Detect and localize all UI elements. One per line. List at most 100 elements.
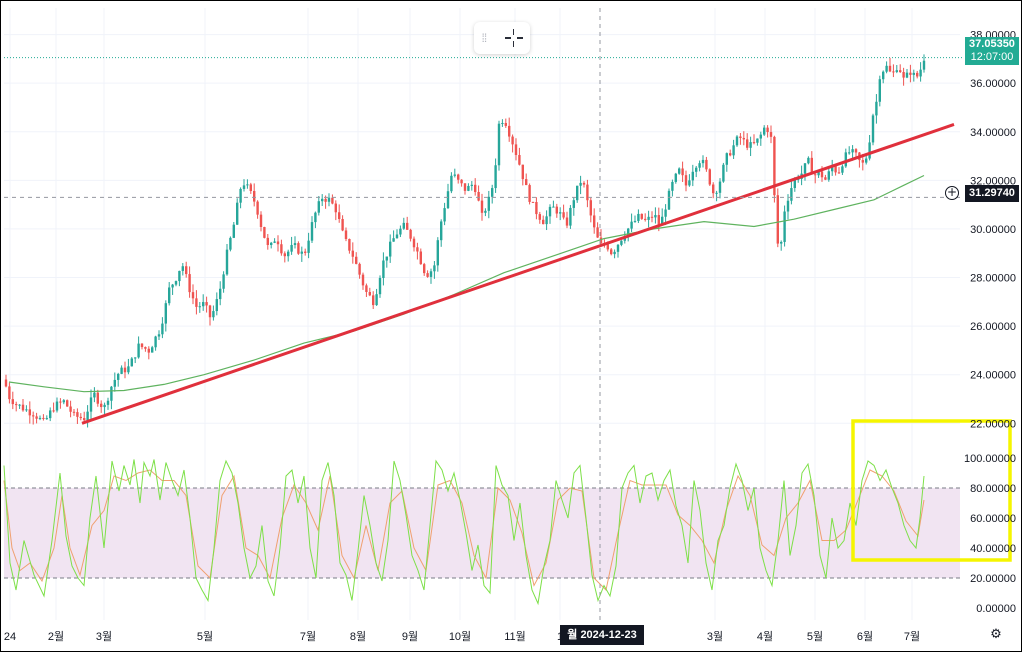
candle-body: [875, 101, 878, 116]
candle-body: [803, 163, 807, 174]
candle-body: [582, 182, 586, 185]
time-tick-label: 6월: [857, 630, 873, 643]
candle-body: [62, 400, 65, 403]
candle-body: [106, 400, 110, 405]
candle-body: [480, 200, 484, 213]
candle-body: [225, 249, 229, 275]
candle-body: [759, 134, 762, 139]
candle-body: [627, 228, 630, 237]
candle-body: [338, 212, 341, 219]
candle-body: [769, 132, 773, 137]
stochastic-tick-label: 100.00000: [964, 453, 1016, 465]
floating-toolbar[interactable]: ⁞⁞: [474, 22, 530, 54]
last-price-value: 37.05350: [969, 38, 1015, 50]
candle-body: [327, 197, 331, 202]
stochastic-d-line: [3, 469, 925, 592]
candle-body: [552, 206, 555, 208]
candle-body: [222, 274, 225, 289]
candle-body: [385, 256, 388, 261]
time-tick-label: 3월: [707, 630, 723, 643]
crosshair-date-tag: 월 2024-12-23: [560, 625, 644, 645]
candle-body: [242, 185, 246, 189]
candle-body: [83, 418, 86, 421]
candle-body: [763, 127, 766, 135]
candle-body: [722, 164, 725, 182]
candle-body: [321, 198, 324, 202]
candle-body: [708, 169, 711, 185]
candle-body: [620, 240, 623, 245]
stochastic-band: [4, 488, 960, 578]
candle-body: [409, 229, 412, 239]
candle-body: [205, 302, 208, 306]
candle-body: [378, 277, 382, 295]
candle-body: [644, 218, 647, 220]
stochastic-band-lines: [4, 487, 960, 579]
time-tick-label: 5월: [807, 630, 823, 643]
candle-body: [861, 160, 864, 163]
candle-body: [654, 215, 657, 218]
candle-body: [15, 404, 18, 406]
candle-body: [501, 122, 504, 124]
candle-body: [610, 249, 613, 255]
candle-body: [586, 184, 589, 201]
candle-body: [219, 288, 222, 300]
candle-body: [780, 241, 783, 244]
candle-body: [871, 115, 875, 143]
candle-body: [820, 171, 824, 178]
candle-body: [246, 184, 249, 186]
gear-icon[interactable]: ⚙: [990, 627, 1002, 642]
candle-body: [494, 165, 497, 189]
candle-body: [909, 72, 912, 75]
candle-body: [786, 200, 790, 212]
candle-body: [49, 410, 52, 419]
candle-body: [705, 159, 708, 170]
candle-body: [259, 214, 263, 228]
candle-body: [154, 336, 157, 348]
candle-body: [912, 72, 915, 75]
candle-body: [599, 237, 603, 244]
candle-body: [314, 212, 317, 223]
candle-body: [263, 227, 266, 238]
candle-body: [841, 166, 844, 173]
candle-body: [389, 241, 392, 257]
candle-body: [528, 185, 531, 202]
candle-body: [674, 173, 677, 182]
candle-body: [344, 230, 348, 239]
candle-body: [324, 198, 327, 202]
candle-body: [253, 190, 256, 202]
plus-circle-icon[interactable]: +: [945, 185, 959, 200]
candle-body: [351, 250, 354, 257]
crosshair-price-tag: 31.29740: [965, 185, 1019, 202]
candle-body: [576, 185, 579, 201]
drag-dots-icon[interactable]: ⁞⁞: [481, 31, 488, 45]
time-tick-label: 11월: [504, 630, 526, 643]
candle-body: [436, 240, 439, 266]
candle-body: [521, 164, 524, 180]
candle-body: [565, 217, 569, 226]
candle-body: [93, 392, 96, 398]
trendline[interactable]: [81, 123, 955, 425]
candle-body: [899, 70, 902, 73]
candle-body: [518, 155, 521, 165]
candle-body: [790, 188, 793, 201]
candle-body: [355, 256, 358, 264]
candle-body: [429, 271, 433, 277]
candle-body: [239, 188, 242, 203]
crosshair-icon[interactable]: [504, 29, 523, 47]
candle-body: [902, 72, 905, 78]
candle-body: [256, 201, 259, 215]
stochastic-tick-label: 0.00000: [976, 603, 1016, 615]
candle-body: [484, 210, 487, 213]
candle-body: [453, 174, 456, 176]
candle-body: [130, 358, 133, 367]
candle-body: [450, 175, 453, 192]
candle-body: [463, 183, 467, 191]
price-axis: 38.0000036.0000034.0000032.0000030.00000…: [970, 30, 1016, 431]
candle-body: [732, 145, 735, 156]
bar-countdown: 12:07:00: [970, 51, 1014, 63]
candle-body: [341, 218, 344, 231]
candle-body: [630, 221, 633, 229]
candle-body: [548, 206, 552, 217]
candle-body: [793, 179, 796, 189]
